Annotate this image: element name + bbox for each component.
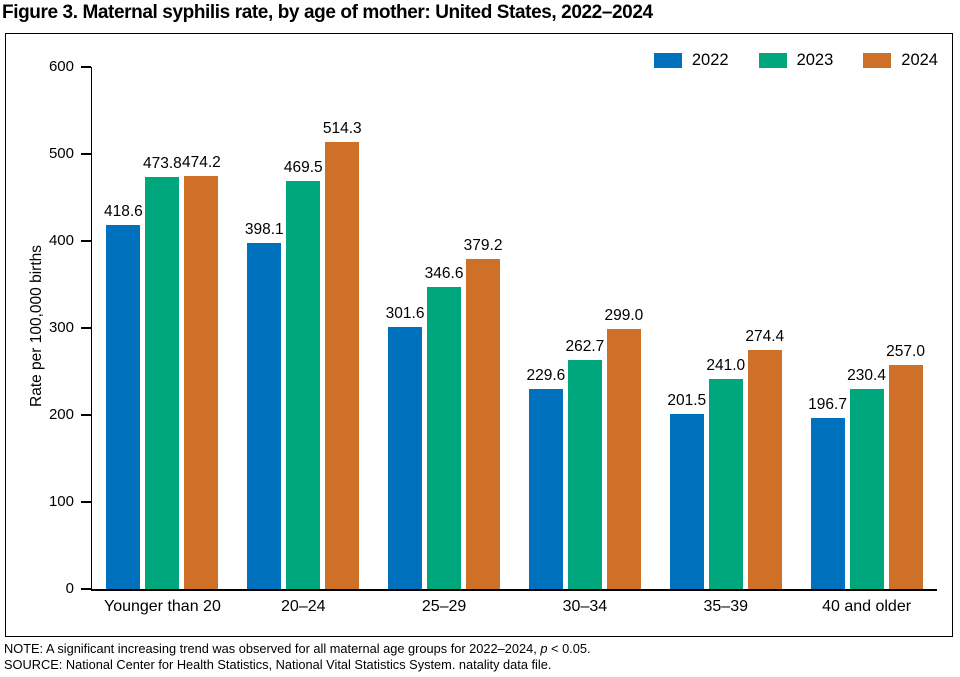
y-tick-label: 500 — [48, 145, 74, 162]
bar-value-label: 241.0 — [706, 357, 746, 375]
bar-value-label: 299.0 — [604, 306, 644, 324]
bar-value-label: 346.6 — [424, 265, 464, 283]
y-tick-label: 100 — [48, 493, 74, 510]
bar-value-label: 379.2 — [463, 237, 503, 255]
y-axis-tick — [81, 588, 91, 590]
bar-value-label: 274.4 — [745, 328, 785, 346]
x-category-label: Younger than 20 — [103, 598, 221, 615]
legend-item-2023: 2023 — [758, 51, 834, 70]
bar-value-label: 230.4 — [847, 366, 886, 384]
legend-swatch-2023 — [758, 53, 787, 68]
footnotes: NOTE: A significant increasing trend was… — [4, 641, 954, 673]
bar-value-label: 514.3 — [322, 119, 362, 137]
bar-2022 — [810, 417, 845, 589]
plot-area: 0 100 200 300 400 500 600 418.6 473.8 474.2 Younge… — [49, 58, 937, 615]
bar-2022 — [528, 389, 563, 589]
legend-item-2022: 2022 — [653, 51, 729, 70]
x-category-label: 35–39 — [703, 598, 749, 615]
y-tick-label: 300 — [48, 319, 74, 336]
bar-2024 — [325, 141, 360, 589]
note-line: NOTE: A significant increasing trend was… — [4, 641, 954, 657]
bar-2023 — [567, 360, 602, 589]
bar-2023 — [708, 379, 743, 589]
y-axis-tick — [81, 501, 91, 503]
bar-2024 — [606, 328, 641, 589]
note-p-italic: p — [540, 641, 548, 656]
note-suffix: < 0.05. — [547, 641, 591, 656]
bar-value-label: 201.5 — [667, 391, 707, 409]
bar-value-label: 257.0 — [886, 343, 925, 361]
x-category-label: 30–34 — [562, 598, 608, 615]
bar-value-label: 262.7 — [565, 338, 605, 356]
y-tick-label: 400 — [48, 232, 74, 249]
x-category-label: 20–24 — [281, 598, 326, 615]
chart-legend: 2022 2023 2024 — [653, 51, 938, 70]
bar-2022 — [106, 224, 141, 589]
source-line: SOURCE: National Center for Health Stati… — [4, 657, 552, 672]
bar-value-label: 196.7 — [808, 395, 847, 413]
chart-frame: 2022 2023 2024 Rate per 100,000 births 0 10… — [5, 33, 953, 637]
legend-item-2024: 2024 — [863, 51, 938, 70]
bar-value-label: 469.5 — [283, 158, 323, 176]
y-axis-tick — [81, 414, 91, 416]
bar-2023 — [849, 388, 884, 589]
bar-2022 — [669, 413, 704, 589]
y-tick-label: 0 — [65, 580, 74, 597]
y-axis-tick — [81, 240, 91, 242]
x-category-label: 40 and older — [822, 598, 912, 615]
bar-value-label: 398.1 — [244, 220, 284, 238]
bar-value-label: 473.8 — [143, 154, 182, 172]
y-axis-tick — [81, 153, 91, 155]
legend-label: 2024 — [901, 51, 938, 69]
bar-2024 — [888, 365, 923, 589]
y-tick-label: 600 — [48, 58, 74, 75]
legend-label: 2023 — [796, 51, 834, 69]
bar-2024 — [466, 259, 501, 589]
y-axis-tick — [81, 66, 91, 68]
legend-label: 2022 — [691, 51, 729, 69]
bar-2024 — [747, 350, 782, 589]
bar-value-label: 301.6 — [385, 304, 425, 322]
note-prefix: NOTE: A significant increasing trend was… — [4, 641, 541, 656]
bar-2022 — [388, 326, 423, 589]
legend-swatch-2024 — [863, 53, 892, 68]
bar-value-label: 474.2 — [182, 154, 221, 172]
y-tick-label: 200 — [48, 406, 74, 423]
bar-2023 — [145, 176, 180, 589]
legend-swatch-2022 — [653, 53, 682, 68]
y-axis-tick — [81, 327, 91, 329]
bar-value-label: 229.6 — [526, 367, 566, 385]
bar-2022 — [247, 242, 282, 589]
figure-title: Figure 3. Maternal syphilis rate, by age… — [2, 2, 653, 23]
bar-2023 — [427, 287, 462, 589]
bar-value-label: 418.6 — [104, 202, 143, 220]
bar-2024 — [184, 176, 219, 589]
bar-2023 — [286, 180, 321, 589]
x-category-label: 25–29 — [421, 598, 467, 615]
